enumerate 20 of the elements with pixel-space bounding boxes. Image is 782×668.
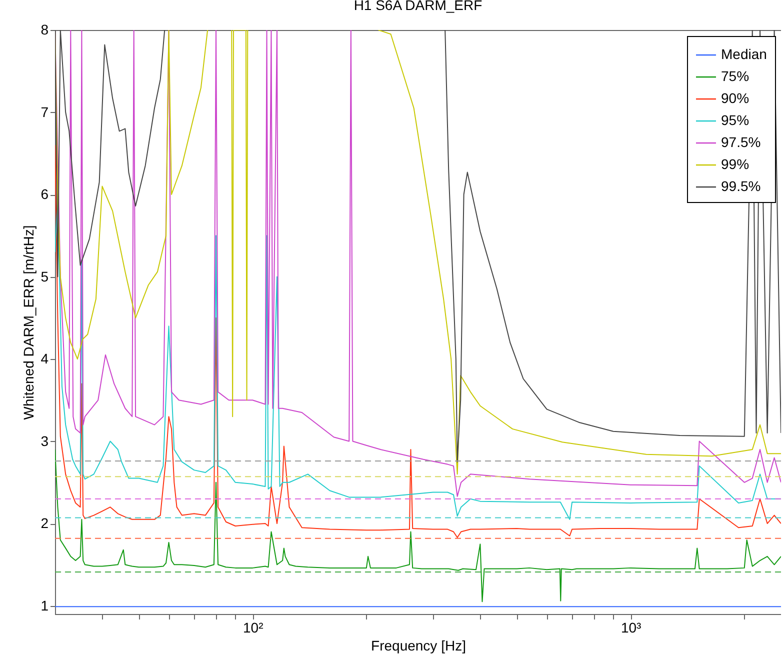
y-tick-label: 5 bbox=[40, 268, 49, 284]
y-tick-label: 2 bbox=[40, 515, 49, 532]
legend-label: 99.5% bbox=[721, 178, 761, 194]
x-tick-label: 10³ bbox=[620, 620, 642, 636]
x-tick-label: 10² bbox=[243, 620, 264, 636]
legend-label: 90% bbox=[721, 90, 750, 106]
y-tick-label: 6 bbox=[40, 186, 49, 202]
legend-label: 75% bbox=[721, 68, 750, 84]
y-tick-label: 8 bbox=[40, 22, 49, 38]
legend-label: Median bbox=[721, 46, 767, 62]
y-tick-label: 3 bbox=[40, 432, 49, 449]
y-tick-label: 4 bbox=[40, 350, 49, 367]
y-tick-label: 7 bbox=[40, 104, 49, 120]
y-tick-label: 1 bbox=[40, 597, 49, 614]
legend-label: 97.5% bbox=[721, 134, 761, 150]
chart-title: H1 S6A DARM_ERF bbox=[354, 0, 482, 13]
x-axis-title: Frequency [Hz] bbox=[371, 638, 466, 654]
y-axis-title: Whitened DARM_ERR [m/rtHz] bbox=[20, 225, 37, 420]
legend-label: 99% bbox=[721, 156, 750, 172]
legend-label: 95% bbox=[721, 112, 750, 128]
